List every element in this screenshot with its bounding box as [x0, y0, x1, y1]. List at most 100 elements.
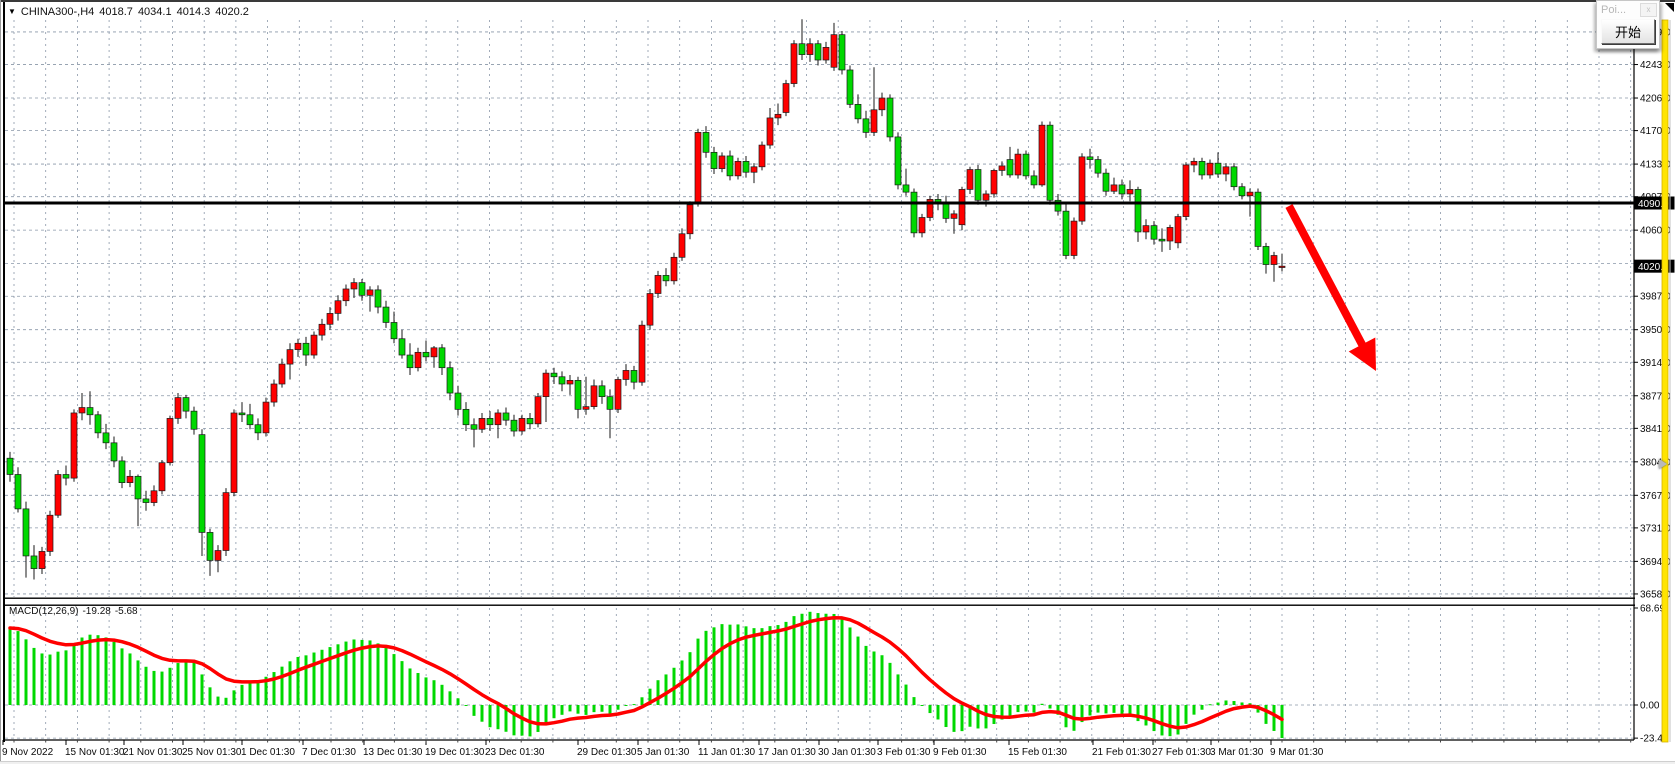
points-popup: Poi... x 开始: [1596, 0, 1660, 49]
ohlc-high: 4034.1: [137, 6, 172, 18]
panel-separator-bottom[interactable]: [5, 604, 1635, 606]
macd-histogram-bar: [840, 618, 844, 705]
macd-histogram-bar: [536, 705, 540, 732]
date-label: 1 Dec 01:30: [241, 747, 295, 758]
macd-histogram-bar: [600, 705, 604, 712]
macd-tick-label: -23.46: [1640, 734, 1669, 745]
macd-histogram-bar: [1280, 705, 1284, 739]
candles: [6, 19, 1286, 580]
macd-histogram-bar: [888, 662, 892, 705]
date-label: 30 Jan 01:30: [818, 747, 876, 758]
macd-histogram-bar: [632, 704, 636, 706]
window-left-edge: [0, 0, 1, 764]
candle-body: [30, 555, 38, 569]
macd-histogram-bar: [1000, 705, 1004, 720]
candle-body: [206, 532, 214, 561]
horizontal-price-line[interactable]: [5, 201, 1634, 205]
candle-body: [310, 334, 318, 356]
candle-body: [1254, 191, 1262, 247]
macd-histogram-bar: [1208, 704, 1212, 706]
candle-body: [854, 104, 862, 120]
candle-body: [710, 151, 718, 169]
macd-histogram-bar: [664, 674, 668, 705]
macd-histogram-bar: [88, 634, 92, 705]
candle-body: [86, 407, 94, 416]
candle-body: [142, 498, 150, 503]
macd-histogram-bar: [816, 613, 820, 705]
candle-body: [1150, 225, 1158, 240]
macd-histogram-bar: [1048, 705, 1052, 709]
current-price-tag: 4020.2: [1638, 262, 1669, 273]
candle-body: [654, 275, 662, 294]
macd-histogram-bar: [1096, 705, 1100, 713]
candle-body: [1134, 189, 1142, 233]
macd-histogram-bar: [384, 648, 388, 705]
macd-histogram-bar: [936, 705, 940, 720]
candle-body: [1070, 220, 1078, 256]
macd-histogram-bar: [408, 668, 412, 705]
candle-body: [774, 113, 782, 119]
candle-body: [950, 213, 958, 219]
candle-body: [542, 372, 550, 398]
macd-histogram-bar: [272, 672, 276, 705]
macd-histogram-bar: [1264, 705, 1268, 724]
candle-body: [614, 379, 622, 410]
panel-separator-top[interactable]: [5, 597, 1635, 599]
macd-histogram-bar: [856, 636, 860, 705]
macd-histogram-bar: [24, 639, 28, 705]
candle-body: [502, 412, 510, 421]
macd-histogram-bar: [304, 655, 308, 705]
macd-histogram-bar: [1184, 705, 1188, 724]
macd-histogram-bar: [176, 663, 180, 705]
candle-body: [398, 338, 406, 356]
candle-body: [1214, 162, 1222, 175]
symbol-dropdown-icon[interactable]: ▼: [8, 7, 16, 16]
candle-body: [726, 155, 734, 177]
candle-body: [286, 349, 294, 365]
date-label: 11 Jan 01:30: [698, 747, 756, 758]
candle-body: [782, 83, 790, 113]
candle-body: [878, 97, 886, 111]
candle-body: [134, 475, 142, 500]
date-label: 3 Feb 01:30: [877, 747, 931, 758]
candle-body: [438, 347, 446, 369]
macd-histogram-bar: [1152, 705, 1156, 732]
candle-body: [110, 442, 118, 462]
candle-body: [126, 475, 134, 483]
candle-body: [14, 474, 22, 510]
macd-histogram-bar: [872, 651, 876, 705]
candle-body: [1110, 184, 1118, 192]
macd-histogram-bar: [1040, 703, 1044, 705]
price-tick-label: 3731.0: [1640, 523, 1671, 534]
trend-arrow-head[interactable]: [1348, 337, 1376, 372]
popup-close-icon[interactable]: x: [1640, 2, 1657, 17]
popup-header[interactable]: Poi... x: [1597, 1, 1659, 17]
macd-histogram-bar: [624, 705, 628, 706]
macd-histogram-bar: [240, 684, 244, 705]
macd-histogram-bar: [144, 666, 148, 705]
candle-body: [422, 351, 430, 358]
macd-histogram-bar: [1240, 702, 1244, 705]
candle-body: [6, 457, 14, 475]
macd-histogram-bar: [400, 661, 404, 705]
start-button[interactable]: 开始: [1601, 19, 1655, 44]
macd-histogram-bar: [1160, 705, 1164, 736]
candle-body: [1222, 166, 1230, 175]
candle-body: [942, 202, 950, 219]
candle-body: [78, 407, 86, 414]
macd-histogram-bar: [944, 705, 948, 728]
macd-histogram-bar: [720, 624, 724, 705]
macd-histogram-bar: [56, 651, 60, 705]
candle-body: [686, 204, 694, 235]
macd-histogram-bar: [224, 697, 228, 705]
candle-body: [550, 372, 558, 378]
candle-body: [350, 282, 358, 290]
candle-body: [1206, 162, 1214, 176]
trend-arrow-shaft[interactable]: [1285, 204, 1370, 354]
macd-histogram-bar: [64, 650, 68, 705]
candle-body: [870, 109, 878, 133]
candle-body: [446, 367, 454, 394]
candle-body: [718, 155, 726, 169]
candle-body: [846, 69, 854, 105]
